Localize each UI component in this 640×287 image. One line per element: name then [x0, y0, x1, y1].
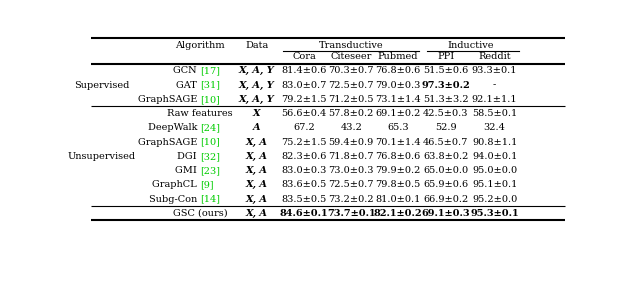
Text: 51.3±3.2: 51.3±3.2 [423, 95, 468, 104]
Text: 72.5±0.7: 72.5±0.7 [328, 180, 374, 189]
Text: 73.1±1.4: 73.1±1.4 [375, 95, 420, 104]
Text: 95.0±0.0: 95.0±0.0 [472, 166, 517, 175]
Text: GraphCL: GraphCL [152, 180, 200, 189]
Text: 94.0±0.1: 94.0±0.1 [472, 152, 517, 161]
Text: 79.9±0.2: 79.9±0.2 [375, 166, 420, 175]
Text: 56.6±0.4: 56.6±0.4 [282, 109, 326, 118]
Text: 51.5±0.6: 51.5±0.6 [423, 66, 468, 75]
Text: GAT: GAT [176, 81, 200, 90]
Text: 67.2: 67.2 [293, 123, 315, 132]
Text: Transductive: Transductive [319, 41, 383, 50]
Text: Raw features: Raw features [167, 109, 233, 118]
Text: 76.8±0.6: 76.8±0.6 [375, 152, 420, 161]
Text: 97.3±0.2: 97.3±0.2 [421, 81, 470, 90]
Text: 70.1±1.4: 70.1±1.4 [375, 137, 420, 147]
Text: 65.9±0.6: 65.9±0.6 [423, 180, 468, 189]
Text: 76.8±0.6: 76.8±0.6 [375, 66, 420, 75]
Text: [14]: [14] [200, 195, 220, 203]
Text: 90.8±1.1: 90.8±1.1 [472, 137, 517, 147]
Text: 83.6±0.5: 83.6±0.5 [282, 180, 326, 189]
Text: 69.1±0.3: 69.1±0.3 [422, 209, 470, 218]
Text: X, A: X, A [246, 137, 268, 147]
Text: [10]: [10] [200, 137, 220, 147]
Text: X, A: X, A [246, 166, 268, 175]
Text: 57.8±0.2: 57.8±0.2 [328, 109, 374, 118]
Text: 65.0±0.0: 65.0±0.0 [423, 166, 468, 175]
Text: [9]: [9] [200, 180, 214, 189]
Text: GSC (ours): GSC (ours) [173, 209, 227, 218]
Text: 43.2: 43.2 [340, 123, 362, 132]
Text: X, A, Y: X, A, Y [239, 95, 275, 104]
Text: Reddit: Reddit [478, 52, 511, 61]
Text: GMI: GMI [175, 166, 200, 175]
Text: 73.2±0.2: 73.2±0.2 [328, 195, 374, 203]
Text: 81.0±0.1: 81.0±0.1 [375, 195, 420, 203]
Text: X: X [253, 109, 260, 118]
Text: 73.7±0.1: 73.7±0.1 [327, 209, 376, 218]
Text: [32]: [32] [200, 152, 220, 161]
Text: Citeseer: Citeseer [331, 52, 372, 61]
Text: 81.4±0.6: 81.4±0.6 [282, 66, 326, 75]
Text: X, A: X, A [246, 180, 268, 189]
Text: PPI: PPI [437, 52, 454, 61]
Text: 63.8±0.2: 63.8±0.2 [423, 152, 468, 161]
Text: 59.4±0.9: 59.4±0.9 [328, 137, 374, 147]
Text: 52.9: 52.9 [435, 123, 456, 132]
Text: 58.5±0.1: 58.5±0.1 [472, 109, 517, 118]
Text: GCN: GCN [173, 66, 200, 75]
Text: Inductive: Inductive [447, 41, 493, 50]
Text: X, A, Y: X, A, Y [239, 66, 275, 75]
Text: 65.3: 65.3 [387, 123, 408, 132]
Text: DGI: DGI [177, 152, 200, 161]
Text: 92.1±1.1: 92.1±1.1 [472, 95, 517, 104]
Text: Cora: Cora [292, 52, 316, 61]
Text: 93.3±0.1: 93.3±0.1 [472, 66, 517, 75]
Text: 83.0±0.3: 83.0±0.3 [282, 166, 326, 175]
Text: A: A [253, 123, 260, 132]
Text: 32.4: 32.4 [484, 123, 506, 132]
Text: X, A, Y: X, A, Y [239, 81, 275, 90]
Text: 95.2±0.0: 95.2±0.0 [472, 195, 517, 203]
Text: 95.3±0.1: 95.3±0.1 [470, 209, 519, 218]
Text: [31]: [31] [200, 81, 220, 90]
Text: 79.0±0.3: 79.0±0.3 [375, 81, 420, 90]
Text: [17]: [17] [200, 66, 220, 75]
Text: 83.5±0.5: 83.5±0.5 [282, 195, 326, 203]
Text: 82.1±0.2: 82.1±0.2 [373, 209, 422, 218]
Text: [24]: [24] [200, 123, 220, 132]
Text: Unsupervised: Unsupervised [68, 152, 136, 161]
Text: [10]: [10] [200, 95, 220, 104]
Text: 69.1±0.2: 69.1±0.2 [375, 109, 420, 118]
Text: 82.3±0.6: 82.3±0.6 [282, 152, 326, 161]
Text: 79.8±0.5: 79.8±0.5 [375, 180, 420, 189]
Text: 84.6±0.1: 84.6±0.1 [280, 209, 328, 218]
Text: Supervised: Supervised [74, 81, 129, 90]
Text: 79.2±1.5: 79.2±1.5 [281, 95, 327, 104]
Text: 66.9±0.2: 66.9±0.2 [423, 195, 468, 203]
Text: [23]: [23] [200, 166, 220, 175]
Text: GraphSAGE: GraphSAGE [138, 137, 200, 147]
Text: Pubmed: Pubmed [378, 52, 418, 61]
Text: -: - [493, 81, 496, 90]
Text: 83.0±0.7: 83.0±0.7 [282, 81, 326, 90]
Text: Data: Data [245, 41, 268, 50]
Text: GraphSAGE: GraphSAGE [138, 95, 200, 104]
Text: Subg-Con: Subg-Con [148, 195, 200, 203]
Text: 42.5±0.3: 42.5±0.3 [423, 109, 468, 118]
Text: 71.8±0.7: 71.8±0.7 [328, 152, 374, 161]
Text: Algorithm: Algorithm [175, 41, 225, 50]
Text: 75.2±1.5: 75.2±1.5 [281, 137, 327, 147]
Text: X, A: X, A [246, 209, 268, 218]
Text: 70.3±0.7: 70.3±0.7 [328, 66, 374, 75]
Text: X, A: X, A [246, 152, 268, 161]
Text: 95.1±0.1: 95.1±0.1 [472, 180, 517, 189]
Text: 72.5±0.7: 72.5±0.7 [328, 81, 374, 90]
Text: 73.0±0.3: 73.0±0.3 [328, 166, 374, 175]
Text: 71.2±0.5: 71.2±0.5 [328, 95, 374, 104]
Text: DeepWalk: DeepWalk [147, 123, 200, 132]
Text: 46.5±0.7: 46.5±0.7 [423, 137, 468, 147]
Text: X, A: X, A [246, 195, 268, 203]
